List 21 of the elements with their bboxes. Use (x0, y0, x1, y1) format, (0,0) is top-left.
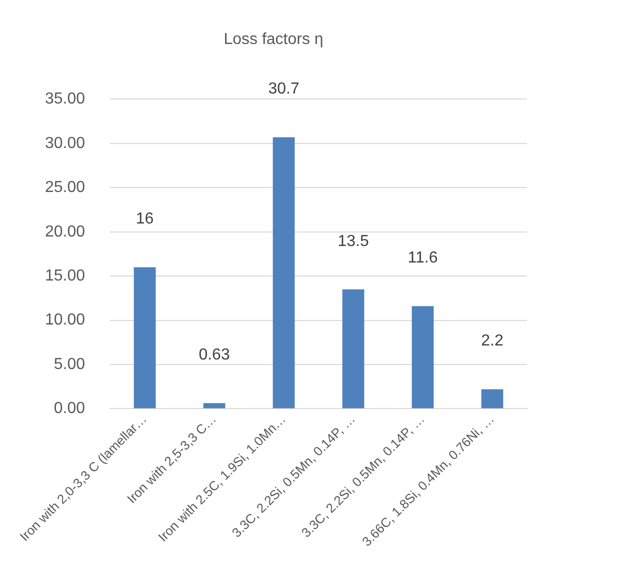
data-label: 13.5 (338, 232, 369, 250)
bar (342, 289, 364, 408)
chart-title: Loss factors η (224, 31, 324, 48)
data-label: 16 (136, 210, 154, 228)
y-tick-label: 5.00 (54, 356, 86, 373)
y-tick-label: 0.00 (54, 400, 86, 418)
data-label: 2.2 (481, 332, 504, 350)
y-tick-label: 35.00 (44, 90, 86, 108)
data-label: 30.7 (268, 80, 300, 98)
bar (134, 267, 156, 408)
bar (481, 389, 504, 408)
bar (272, 137, 295, 408)
bar (203, 403, 226, 408)
y-tick-label: 30.00 (44, 134, 86, 152)
data-label: 11.6 (408, 250, 438, 267)
y-tick-label: 15.00 (44, 267, 86, 284)
bar (412, 306, 434, 408)
y-tick-label: 10.00 (44, 312, 86, 329)
data-label: 0.63 (198, 346, 230, 364)
y-tick-label: 20.00 (44, 223, 86, 240)
y-tick-label: 25.00 (44, 179, 86, 196)
